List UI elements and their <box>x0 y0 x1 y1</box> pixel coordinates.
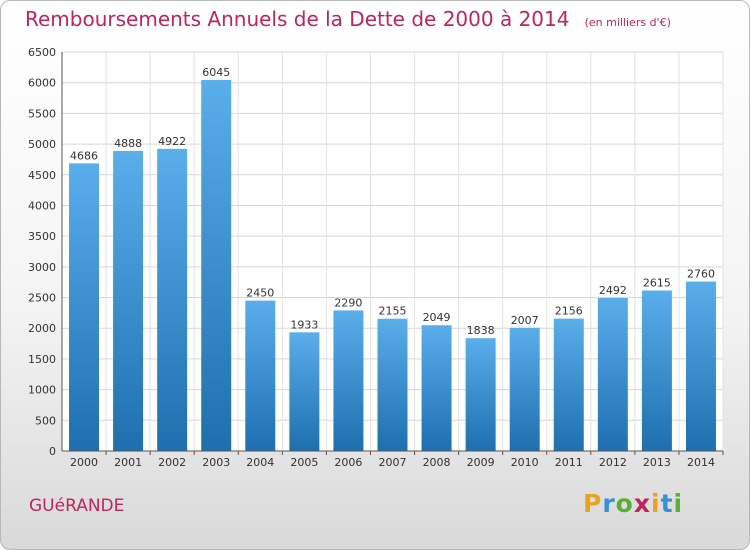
chart-title: Remboursements Annuels de la Dette de 20… <box>25 7 570 31</box>
y-tick-label: 0 <box>49 445 56 458</box>
x-tick-label: 2003 <box>202 456 230 469</box>
y-tick-label: 5500 <box>28 107 56 120</box>
logo-letter: r <box>602 489 616 518</box>
y-tick-label: 3500 <box>28 230 56 243</box>
y-tick-label: 3000 <box>28 261 56 274</box>
x-tick-label: 2001 <box>114 456 142 469</box>
x-tick-label: 2004 <box>246 456 274 469</box>
bar <box>421 325 452 451</box>
bar <box>201 79 232 452</box>
logo-letter: i <box>651 489 661 518</box>
bar <box>69 163 100 452</box>
bar <box>509 327 540 451</box>
y-tick-label: 500 <box>35 414 56 427</box>
x-tick-label: 2014 <box>687 456 715 469</box>
y-tick-label: 1500 <box>28 353 56 366</box>
bar <box>113 150 144 451</box>
data-label: 2155 <box>379 305 407 318</box>
bar <box>597 298 628 451</box>
data-label: 2049 <box>423 311 451 324</box>
data-label: 2290 <box>334 296 362 309</box>
data-label: 2492 <box>599 284 627 297</box>
x-tick-label: 2000 <box>70 456 98 469</box>
x-tick-label: 2009 <box>467 456 495 469</box>
logo-letter: x <box>633 489 651 518</box>
x-tick-label: 2010 <box>511 456 539 469</box>
y-tick-label: 5000 <box>28 138 56 151</box>
x-tick-label: 2011 <box>555 456 583 469</box>
data-label: 4922 <box>158 135 186 148</box>
data-label: 2007 <box>511 314 539 327</box>
y-tick-label: 6000 <box>28 77 56 90</box>
commune-name: GUéRANDE <box>29 496 125 516</box>
bar <box>641 290 672 451</box>
x-tick-label: 2002 <box>158 456 186 469</box>
label-layer: 4686 4888 4922 6045 2450 1933 2290 2155 2049 1838… <box>70 66 715 337</box>
data-label: 1838 <box>467 324 495 337</box>
logo-letter: P <box>583 489 603 518</box>
bar <box>377 318 408 451</box>
data-label: 1933 <box>290 318 318 331</box>
axis-layer: 0 500 1000 1500 2000 2500 3000 3500 4000 4500 5000… <box>28 46 724 469</box>
title-row: Remboursements Annuels de la Dette de 20… <box>25 7 671 31</box>
logo-letter: i <box>673 489 684 518</box>
y-tick-label: 1000 <box>28 384 56 397</box>
logo-letter: o <box>615 489 634 518</box>
bar <box>333 310 364 451</box>
proxiti-logo: Proxiti <box>583 489 683 518</box>
x-tick-label: 2013 <box>643 456 671 469</box>
y-tick-label: 2000 <box>28 322 56 335</box>
bar <box>245 300 276 451</box>
x-tick-label: 2007 <box>379 456 407 469</box>
data-label: 2615 <box>643 276 671 289</box>
x-tick-label: 2008 <box>423 456 451 469</box>
y-tick-label: 6500 <box>28 46 56 59</box>
data-label: 6045 <box>202 66 230 79</box>
data-label: 2156 <box>555 305 583 318</box>
bar <box>465 338 496 451</box>
data-label: 4686 <box>70 149 98 162</box>
y-tick-label: 4000 <box>28 199 56 212</box>
bar <box>289 332 320 451</box>
chart-subtitle: (en milliers d'€) <box>584 16 671 29</box>
bar <box>685 281 716 451</box>
x-tick-label: 2006 <box>334 456 362 469</box>
data-label: 2760 <box>687 268 715 281</box>
x-tick-label: 2012 <box>599 456 627 469</box>
bar <box>553 318 584 451</box>
data-label: 2450 <box>246 287 274 300</box>
bar-layer <box>69 79 716 452</box>
bar <box>157 148 188 451</box>
data-label: 4888 <box>114 137 142 150</box>
y-tick-label: 4500 <box>28 169 56 182</box>
logo-letter: t <box>660 489 674 518</box>
y-tick-label: 2500 <box>28 292 56 305</box>
x-tick-label: 2005 <box>290 456 318 469</box>
